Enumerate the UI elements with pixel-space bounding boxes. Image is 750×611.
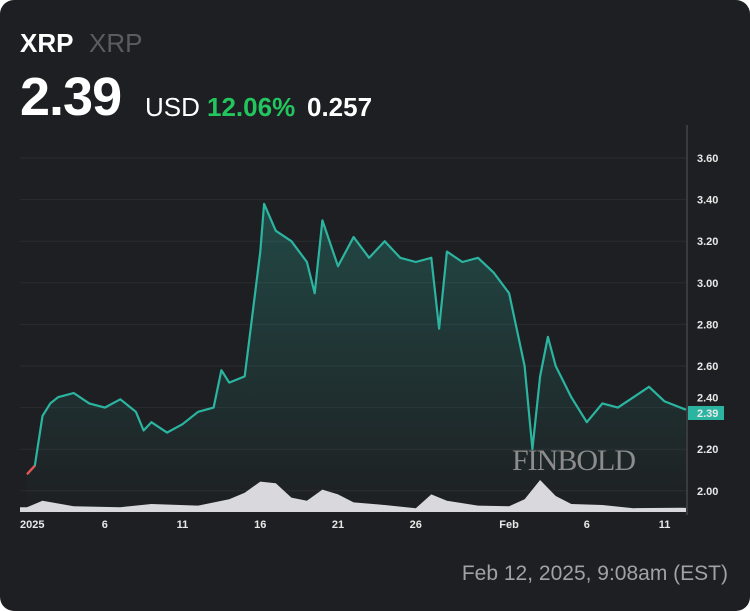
y-tick-label: 2.60 xyxy=(697,361,718,373)
last-price-tag xyxy=(688,406,724,420)
volume-area xyxy=(20,480,686,512)
change-absolute: 0.257 xyxy=(307,92,373,122)
y-tick-label: 2.20 xyxy=(697,444,718,456)
x-tick-label: 11 xyxy=(659,519,671,531)
y-tick-label: 3.60 xyxy=(697,153,718,165)
price-line xyxy=(26,202,687,475)
finbold-watermark: FINBOLD xyxy=(512,444,635,477)
x-tick-label: 11 xyxy=(177,519,189,531)
price-area xyxy=(27,203,686,513)
price: 2.39 xyxy=(20,67,122,127)
y-tick-label: 3.20 xyxy=(697,236,718,248)
y-tick-label: 2.00 xyxy=(697,486,718,498)
asset-name: XRP xyxy=(89,28,143,58)
x-tick-label: 21 xyxy=(332,519,344,531)
x-tick-label: 2025 xyxy=(20,519,44,531)
x-tick-label: 16 xyxy=(254,519,266,531)
x-tick-label: Feb xyxy=(499,519,519,531)
x-tick-label: 6 xyxy=(584,519,590,531)
currency: USD xyxy=(145,92,200,122)
y-tick-label: 2.40 xyxy=(697,393,718,405)
change-percent: 12.06% xyxy=(207,92,296,122)
x-tick-label: 26 xyxy=(410,519,422,531)
last-price-label: 2.39 xyxy=(697,408,718,420)
price-line-down xyxy=(26,465,36,475)
symbol: XRP xyxy=(20,28,74,58)
y-tick-label: 2.80 xyxy=(697,319,718,331)
timestamp: Feb 12, 2025, 9:08am (EST) xyxy=(461,562,728,585)
x-tick-label: 6 xyxy=(102,519,108,531)
y-tick-label: 3.00 xyxy=(697,278,718,290)
y-tick-label: 3.40 xyxy=(697,195,718,207)
